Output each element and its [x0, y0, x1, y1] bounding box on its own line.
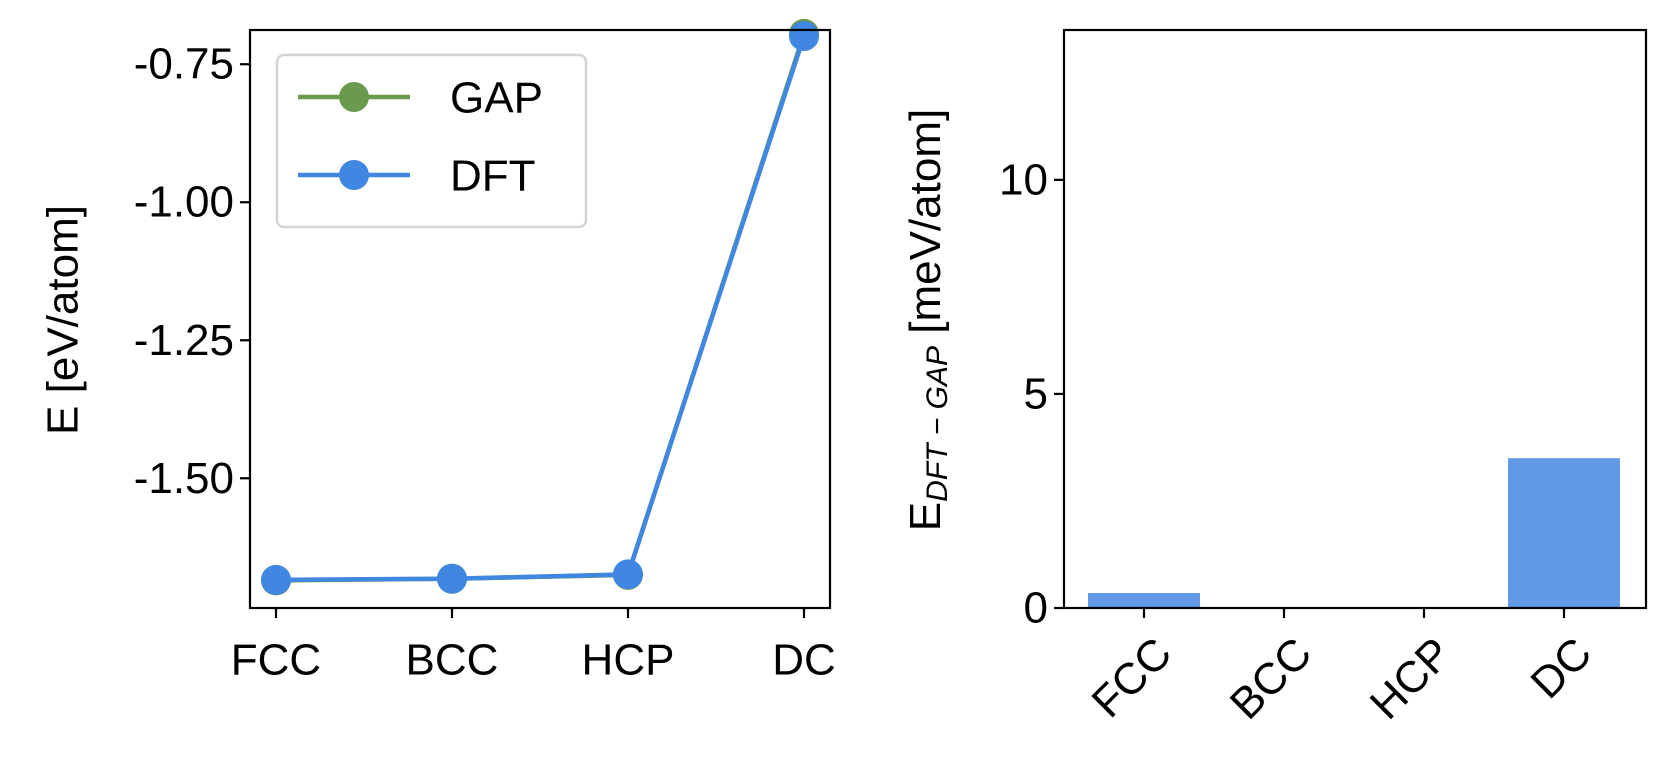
energy-x-tick-label: DC — [772, 636, 836, 685]
energy-y-tick-label: -1.00 — [134, 178, 234, 227]
difference-y-label-unit: [meV/atom] — [901, 109, 950, 346]
energy-y-ticks: -0.75 -1.00 -1.25 -1.50 — [134, 40, 250, 503]
legend-label-dft: DFT — [450, 152, 536, 201]
legend-marker-gap — [339, 82, 369, 112]
difference-y-tick-label: 10 — [999, 155, 1048, 204]
difference-x-tick-label: DC — [1522, 628, 1602, 708]
bar-dc — [1508, 458, 1620, 608]
bar-fcc — [1088, 593, 1200, 608]
difference-y-tick-label: 0 — [1024, 584, 1048, 633]
legend-marker-dft — [339, 160, 369, 190]
difference-y-label-main: E — [901, 502, 950, 531]
difference-x-ticks: FCC BCC HCP DC — [1083, 608, 1602, 729]
energy-y-tick-label: -0.75 — [134, 40, 234, 89]
energy-y-tick-label: -1.50 — [134, 454, 234, 503]
legend-label-gap: GAP — [450, 74, 543, 123]
series-line-dft — [275, 35, 807, 583]
energy-x-ticks: FCC BCC HCP DC — [231, 608, 836, 685]
difference-x-tick-label: FCC — [1083, 628, 1182, 727]
legend: GAP DFT — [275, 53, 588, 229]
energy-y-axis-label: E [eV/atom] — [39, 205, 88, 435]
data-point-dft-fcc — [261, 564, 291, 595]
energy-line-chart: -0.75 -1.00 -1.25 -1.50 FCC BCC HCP DC E [eV/a… — [39, 18, 836, 685]
energy-x-tick-label: FCC — [231, 636, 321, 685]
difference-axes-frame — [1062, 28, 1648, 610]
legend-entry-gap: GAP — [298, 74, 543, 123]
difference-x-tick-label: HCP — [1361, 628, 1461, 728]
data-point-dft-dc — [789, 21, 819, 52]
energy-axes-frame — [248, 28, 832, 610]
difference-x-tick-label: BCC — [1221, 628, 1321, 728]
difference-y-ticks: 0 5 10 — [999, 155, 1064, 633]
energy-difference-bar-chart: 0 5 10 FCC BCC HCP DC EDFT − GAP [meV/atom] — [901, 28, 1648, 729]
data-point-dft-hcp — [613, 559, 643, 590]
energy-y-tick-label: -1.25 — [134, 316, 234, 365]
difference-y-label-subscript: DFT − GAP — [921, 346, 954, 502]
difference-y-axis-label: EDFT − GAP [meV/atom] — [901, 109, 954, 531]
energy-x-tick-label: BCC — [406, 636, 499, 685]
difference-y-tick-label: 5 — [1024, 369, 1048, 418]
energy-x-tick-label: HCP — [582, 636, 675, 685]
difference-plot-area — [1088, 458, 1620, 608]
legend-entry-dft: DFT — [298, 152, 536, 201]
energy-plot-area — [261, 18, 819, 596]
data-point-dft-bcc — [437, 563, 467, 594]
